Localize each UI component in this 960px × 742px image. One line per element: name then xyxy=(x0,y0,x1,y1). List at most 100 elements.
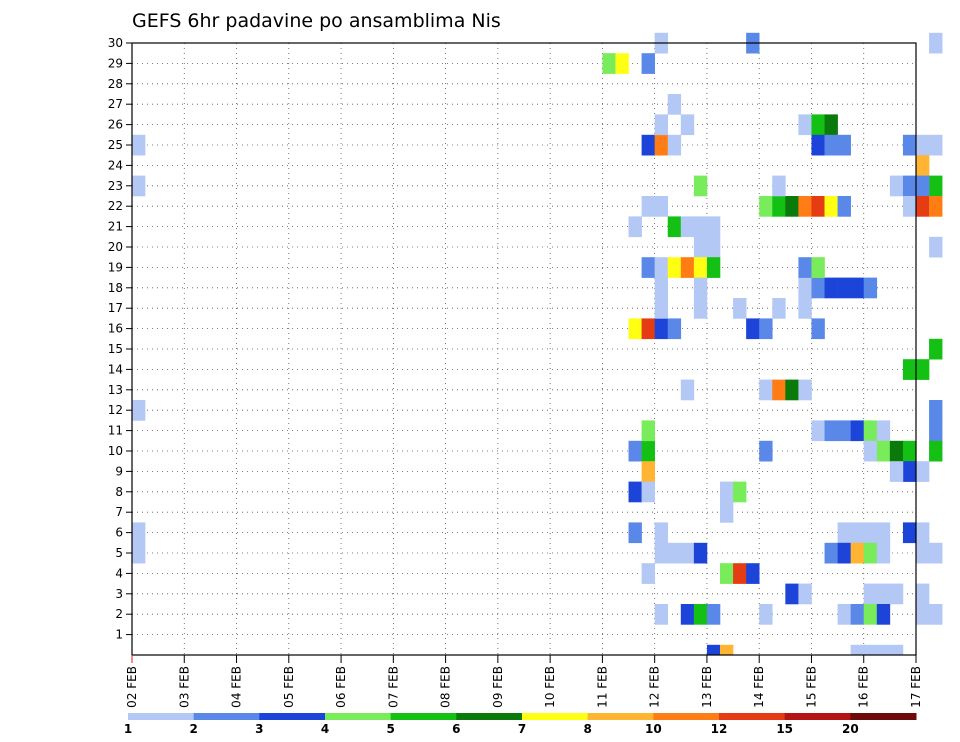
heatmap-cell xyxy=(772,298,786,319)
x-tick-label: 05 FEB xyxy=(282,666,296,708)
heatmap-cell xyxy=(824,420,838,442)
y-tick-label: 10 xyxy=(108,444,123,458)
x-tick-label: 13 FEB xyxy=(700,666,714,708)
y-tick-label: 19 xyxy=(108,260,123,274)
y-tick-label: 23 xyxy=(108,179,123,193)
heatmap-cell xyxy=(889,440,904,462)
colorbar-swatch xyxy=(522,713,589,720)
colorbar-swatch xyxy=(850,713,917,720)
heatmap-cell xyxy=(615,53,629,74)
heatmap-cell xyxy=(863,604,878,625)
heatmap-cell xyxy=(876,420,891,442)
heatmap-cell xyxy=(628,522,642,544)
heatmap-cell xyxy=(798,277,812,299)
y-axis: 1234567891011121314151617181920212223242… xyxy=(108,36,132,642)
colorbar-label: 20 xyxy=(842,722,859,736)
heatmap-cell xyxy=(863,583,878,605)
heatmap-cell xyxy=(850,522,865,544)
heatmap-cell xyxy=(667,318,682,340)
colorbar-label: 6 xyxy=(452,722,460,736)
heatmap-cell xyxy=(772,175,786,197)
colorbar-swatch xyxy=(456,713,523,720)
heatmap-cell xyxy=(641,257,655,278)
heatmap-cell xyxy=(798,298,812,319)
heatmap-cell xyxy=(654,298,669,319)
heatmap-cell xyxy=(798,379,812,401)
heatmap-cell xyxy=(680,216,695,238)
colorbar-swatch xyxy=(128,713,195,720)
colorbar-swatch xyxy=(390,713,457,720)
heatmap-cell xyxy=(916,134,930,156)
colorbar-label: 10 xyxy=(645,722,662,736)
heatmap-cell xyxy=(667,257,682,278)
y-tick-label: 9 xyxy=(115,464,123,478)
heatmap-cell xyxy=(876,522,891,544)
heatmap-cell xyxy=(863,644,878,656)
heatmap-cell xyxy=(824,114,838,136)
heatmap-cell xyxy=(916,196,930,217)
heatmap-cell xyxy=(850,644,865,656)
heatmap-cell xyxy=(654,522,669,544)
heatmap-cell xyxy=(706,236,721,258)
heatmap-cell xyxy=(837,134,851,156)
heatmap-cell xyxy=(602,53,616,74)
colorbar-label: 4 xyxy=(321,722,329,736)
y-tick-label: 29 xyxy=(108,56,123,70)
heatmap-cell xyxy=(889,461,904,482)
heatmap-cell xyxy=(706,644,721,656)
y-tick-label: 1 xyxy=(115,628,123,642)
x-tick-label: 16 FEB xyxy=(857,666,871,708)
heatmap-cell xyxy=(132,134,146,156)
heatmap-cell xyxy=(720,502,734,523)
x-tick-label: 10 FEB xyxy=(543,666,557,708)
heatmap-cell xyxy=(759,196,773,217)
heatmap-cell xyxy=(863,440,878,462)
heatmap-cell xyxy=(798,114,812,136)
heatmap-cell xyxy=(706,257,721,278)
heatmap-cell xyxy=(654,318,669,340)
y-tick-label: 21 xyxy=(108,220,123,234)
colorbar-swatch xyxy=(193,713,260,720)
heatmap-cell xyxy=(733,481,747,503)
colorbar-label: 2 xyxy=(189,722,197,736)
heatmap-cell xyxy=(916,583,930,605)
heatmap-cell xyxy=(876,440,891,462)
colorbar-swatch xyxy=(259,713,326,720)
heatmap-cell xyxy=(863,522,878,544)
heatmap-cell xyxy=(811,134,825,156)
heatmap-cell xyxy=(641,134,655,156)
y-tick-label: 14 xyxy=(108,362,123,376)
heatmap-cell xyxy=(785,196,799,217)
heatmap-cell xyxy=(693,277,708,299)
x-tick-label: 11 FEB xyxy=(595,666,609,708)
heatmap-cell xyxy=(902,134,917,156)
x-tick-label: 15 FEB xyxy=(804,666,818,708)
heatmap-cell xyxy=(654,542,669,564)
y-tick-label: 28 xyxy=(108,77,123,91)
heatmap-cell xyxy=(772,379,786,401)
y-tick-label: 5 xyxy=(115,546,123,560)
x-tick-label: 06 FEB xyxy=(334,666,348,708)
heatmap-cell xyxy=(693,175,708,197)
y-tick-label: 22 xyxy=(108,199,123,213)
colorbar: 1 2 3 4 5 6 7 8 10 12 15 20 xyxy=(124,713,917,736)
heatmap-cell xyxy=(850,542,865,564)
heatmap-cell xyxy=(863,277,878,299)
x-tick-label: 07 FEB xyxy=(386,666,400,708)
x-tick-label: 09 FEB xyxy=(491,666,505,708)
heatmap-cell xyxy=(654,114,669,136)
heatmap-cell xyxy=(667,542,682,564)
colorbar-label: 7 xyxy=(518,722,526,736)
heatmap-cell xyxy=(889,583,904,605)
heatmap-cell xyxy=(654,277,669,299)
y-tick-label: 17 xyxy=(108,301,123,315)
heatmap-cell xyxy=(667,216,682,238)
heatmap-cell xyxy=(654,134,669,156)
x-tick-label: 04 FEB xyxy=(230,666,244,708)
heatmap-cell xyxy=(759,440,773,462)
heatmap-cell xyxy=(667,94,682,115)
x-tick-label: 03 FEB xyxy=(177,666,191,708)
colorbar-swatch xyxy=(325,713,392,720)
heatmap-cell xyxy=(680,379,695,401)
